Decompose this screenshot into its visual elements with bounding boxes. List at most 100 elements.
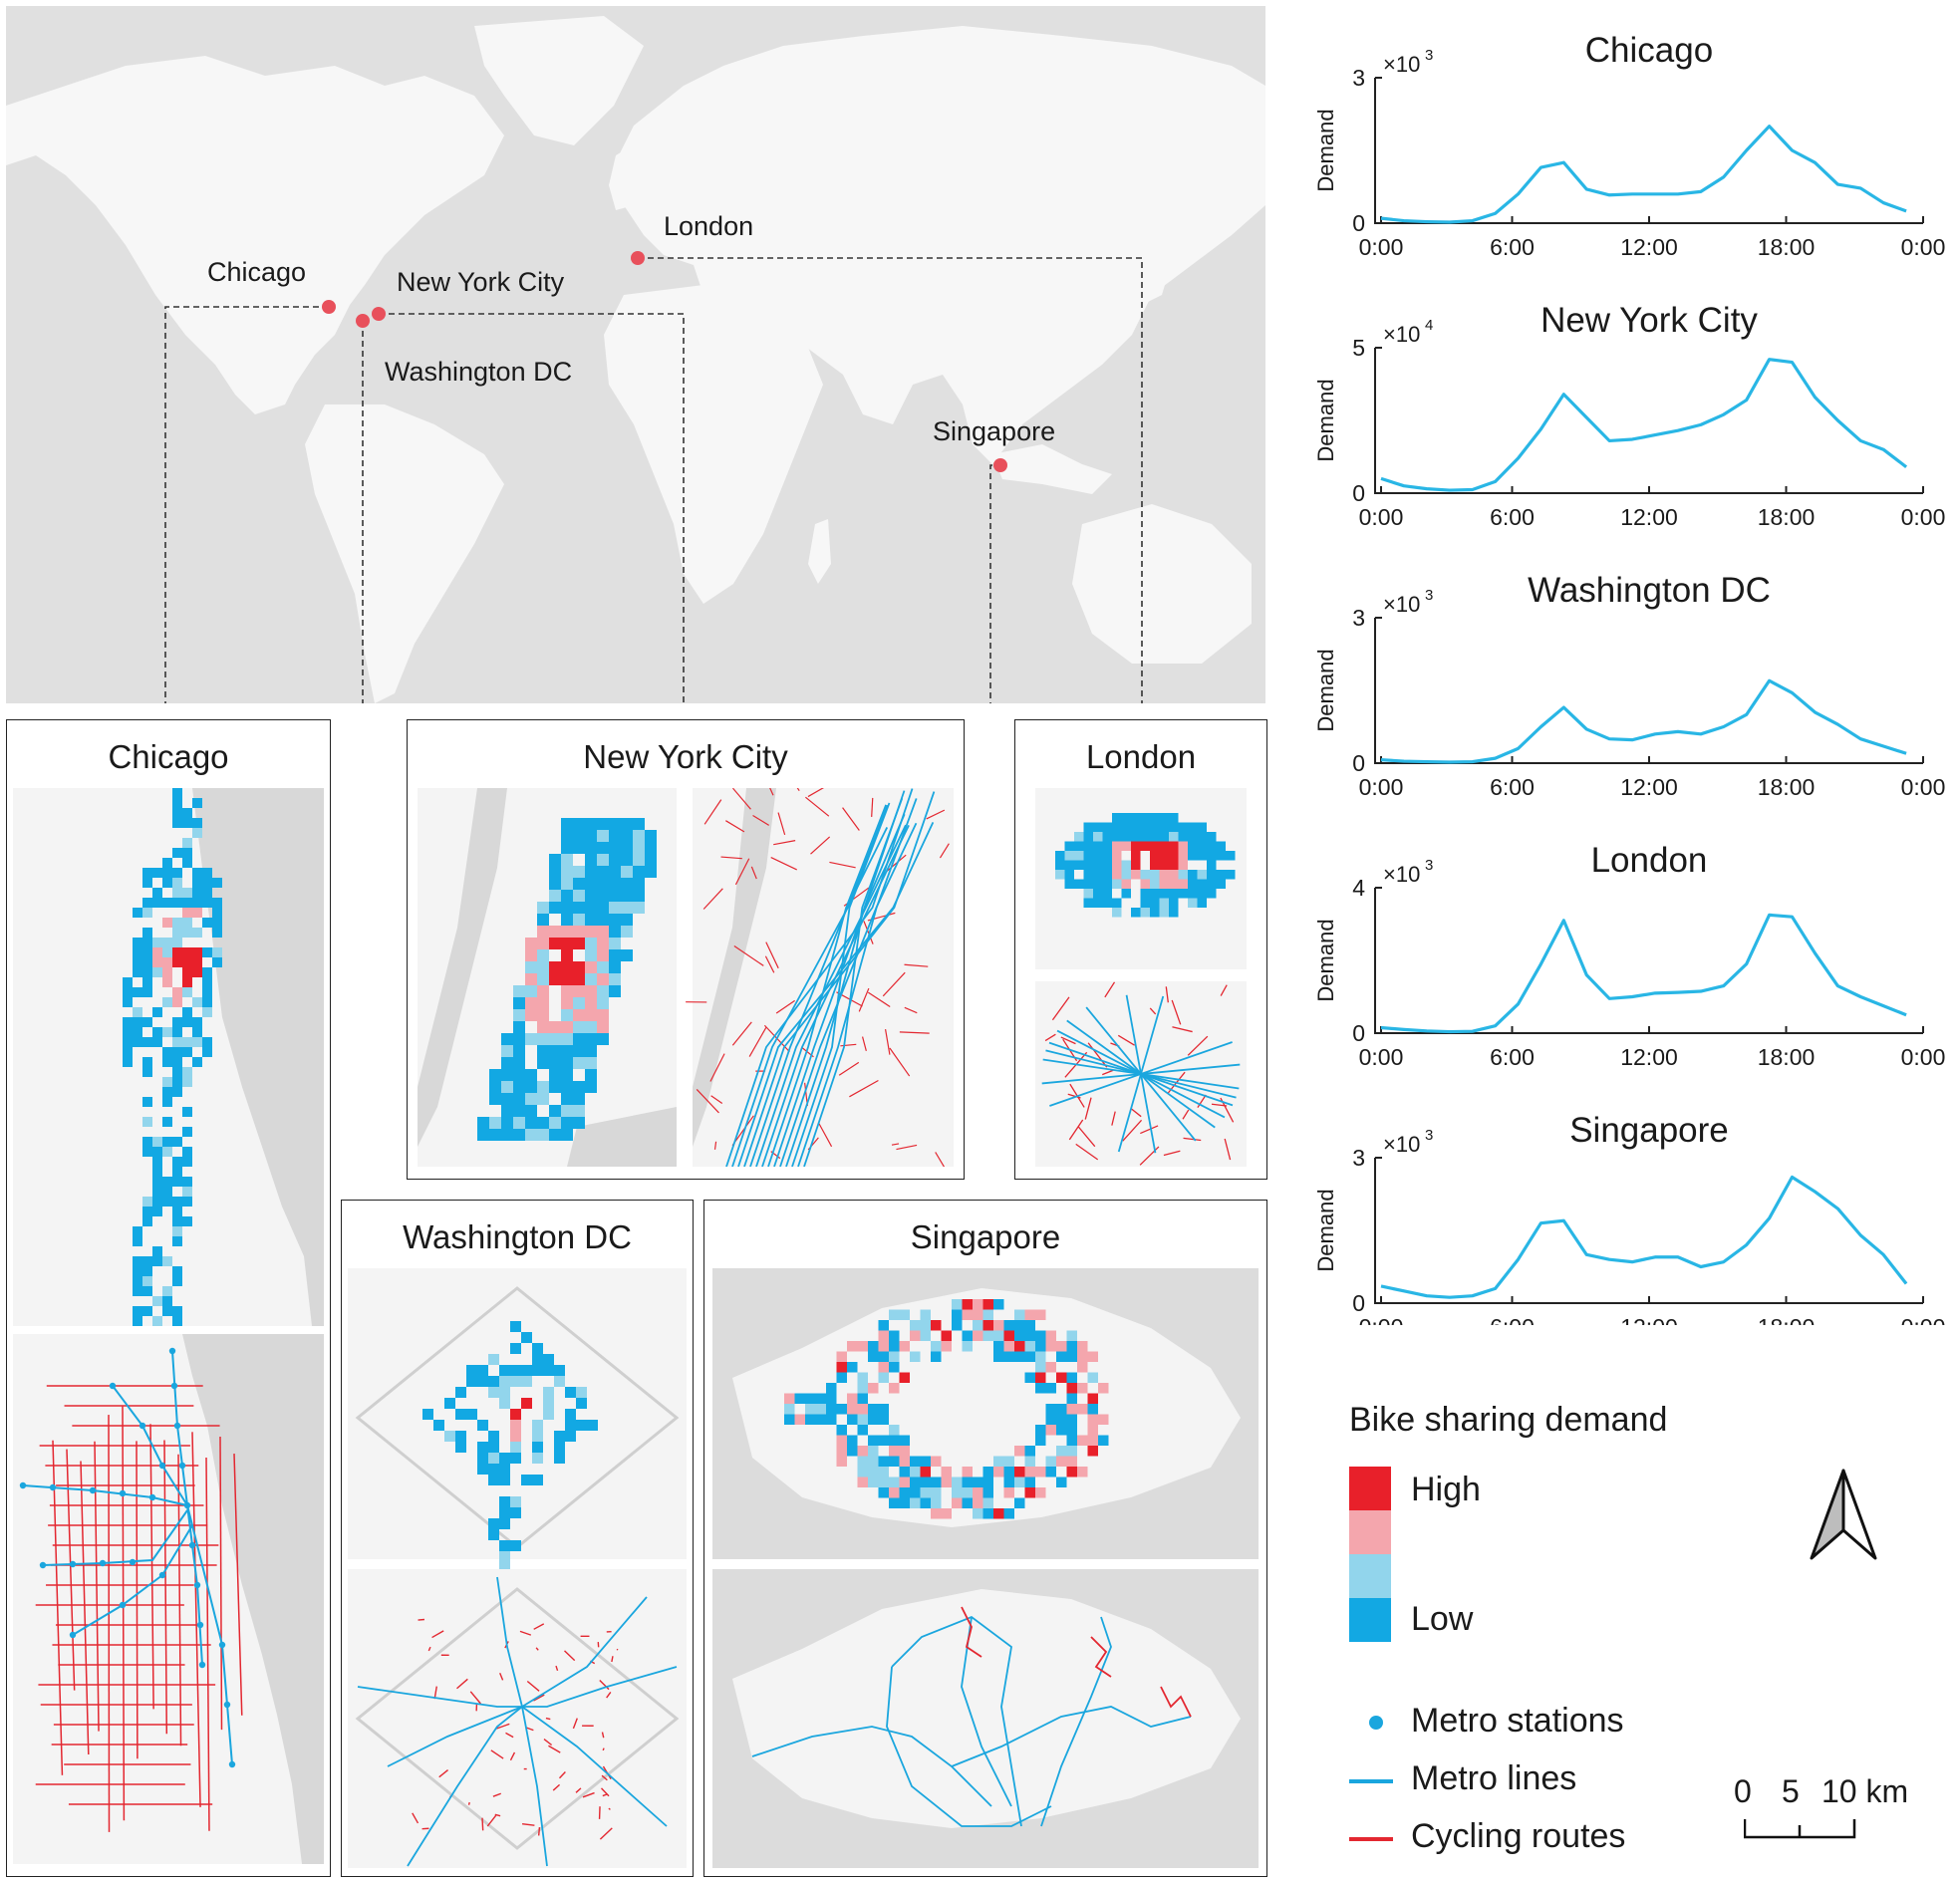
demand-cell bbox=[1216, 841, 1226, 851]
metro-stations-symbol bbox=[1369, 1716, 1383, 1730]
demand-cell bbox=[952, 1309, 963, 1320]
demand-cell bbox=[585, 985, 597, 997]
demand-cell bbox=[162, 898, 172, 908]
chart-ytick-label: 0 bbox=[1352, 480, 1365, 506]
nyc-demand-cells bbox=[477, 818, 657, 1141]
chicago-dot[interactable] bbox=[322, 300, 336, 314]
demand-cell bbox=[488, 1376, 499, 1387]
demand-cell bbox=[510, 1442, 521, 1453]
demand-cell bbox=[1131, 841, 1141, 851]
cycling-route bbox=[1087, 1042, 1108, 1068]
demand-cell bbox=[910, 1351, 921, 1362]
demand-cell bbox=[1014, 1351, 1025, 1362]
demand-cell bbox=[1014, 1467, 1025, 1478]
demand-cell bbox=[537, 1045, 549, 1057]
demand-cell bbox=[182, 1107, 192, 1117]
scale-label-5: 5 bbox=[1782, 1773, 1800, 1809]
demand-cell bbox=[1121, 870, 1131, 880]
demand-cell bbox=[1066, 1446, 1077, 1457]
demand-cell bbox=[513, 1045, 525, 1057]
demand-cell bbox=[993, 1467, 1004, 1478]
demand-cell bbox=[1188, 832, 1198, 842]
demand-cell bbox=[1066, 1414, 1077, 1425]
demand-cell bbox=[1112, 832, 1122, 842]
demand-cell bbox=[212, 878, 222, 888]
demand-cell bbox=[537, 1081, 549, 1093]
demand-cell bbox=[513, 1093, 525, 1105]
cycling-route bbox=[720, 856, 742, 860]
demand-cell bbox=[889, 1330, 900, 1341]
demand-cell bbox=[573, 818, 585, 830]
washington-dot[interactable] bbox=[356, 314, 370, 328]
demand-cell bbox=[633, 866, 645, 878]
cycling-route bbox=[764, 955, 775, 973]
north-arrow-icon bbox=[1810, 1469, 1877, 1560]
cycling-route bbox=[777, 812, 786, 836]
demand-cell bbox=[931, 1508, 942, 1519]
cycling-route bbox=[1149, 1007, 1157, 1015]
demand-cell bbox=[172, 878, 182, 888]
demand-cell bbox=[1056, 1477, 1067, 1487]
london-dot[interactable] bbox=[631, 251, 645, 265]
demand-cell bbox=[549, 1045, 561, 1057]
demand-cell bbox=[1077, 1383, 1088, 1394]
demand-cell bbox=[857, 1456, 868, 1467]
demand-cell bbox=[920, 1309, 931, 1320]
demand-cell bbox=[561, 997, 573, 1009]
demand-cell bbox=[1083, 822, 1093, 832]
demand-cell bbox=[889, 1497, 900, 1508]
demand-cell bbox=[585, 1021, 597, 1033]
demand-cell bbox=[1024, 1309, 1035, 1320]
demand-cell bbox=[561, 1009, 573, 1021]
demand-cell bbox=[847, 1341, 858, 1352]
demand-cell bbox=[133, 1276, 142, 1286]
cycling-route bbox=[1220, 984, 1228, 996]
demand-cell bbox=[1014, 1446, 1025, 1457]
demand-cell bbox=[609, 914, 621, 926]
demand-cell bbox=[1169, 879, 1179, 889]
demand-cell bbox=[1024, 1320, 1035, 1331]
demand-cell bbox=[162, 1047, 172, 1057]
demand-cell bbox=[142, 1137, 152, 1147]
demand-cell bbox=[585, 1081, 597, 1093]
cycling-route bbox=[769, 788, 774, 796]
demand-cell bbox=[182, 838, 192, 848]
demand-cell bbox=[202, 967, 212, 977]
demand-cell bbox=[172, 1057, 182, 1067]
demand-cell bbox=[162, 858, 172, 868]
nyc-dot[interactable] bbox=[372, 307, 386, 321]
demand-cell bbox=[920, 1467, 931, 1478]
demand-cell bbox=[1102, 851, 1112, 861]
demand-cell bbox=[182, 1067, 192, 1077]
demand-cell bbox=[826, 1383, 837, 1394]
demand-cell bbox=[142, 1197, 152, 1207]
singapore-dot[interactable] bbox=[993, 458, 1007, 472]
demand-cell bbox=[133, 938, 142, 947]
demand-cell bbox=[1178, 822, 1188, 832]
demand-cell bbox=[172, 1167, 182, 1177]
demand-cell bbox=[532, 1343, 543, 1354]
demand-cell bbox=[123, 1047, 133, 1057]
demand-cell bbox=[1056, 1414, 1067, 1425]
cycling-route bbox=[1122, 1119, 1143, 1142]
demand-cell bbox=[1074, 841, 1084, 851]
demand-cell bbox=[597, 830, 609, 842]
demand-cell bbox=[585, 961, 597, 973]
chart-xtick-label: 12:00 bbox=[1620, 774, 1678, 800]
demand-cell bbox=[489, 1093, 501, 1105]
demand-cell bbox=[1140, 832, 1150, 842]
cycling-route bbox=[734, 858, 750, 886]
cycling-route bbox=[849, 1079, 879, 1098]
demand-cell bbox=[993, 1351, 1004, 1362]
demand-cell bbox=[1083, 860, 1093, 870]
demand-cell bbox=[1066, 1393, 1077, 1404]
demand-cell bbox=[1216, 879, 1226, 889]
demand-cell bbox=[1087, 1404, 1098, 1415]
chart-xtick-label: 0:00 bbox=[1359, 234, 1404, 260]
chart-3: London ×10 3 Demand 0 4 0:00 6:00 12:00 18:00 0:00 bbox=[1313, 841, 1945, 1070]
demand-cell bbox=[585, 1033, 597, 1045]
demand-cell bbox=[573, 1033, 585, 1045]
demand-cell bbox=[123, 1057, 133, 1067]
demand-cell bbox=[192, 1057, 202, 1067]
cycling-route bbox=[696, 1089, 719, 1114]
